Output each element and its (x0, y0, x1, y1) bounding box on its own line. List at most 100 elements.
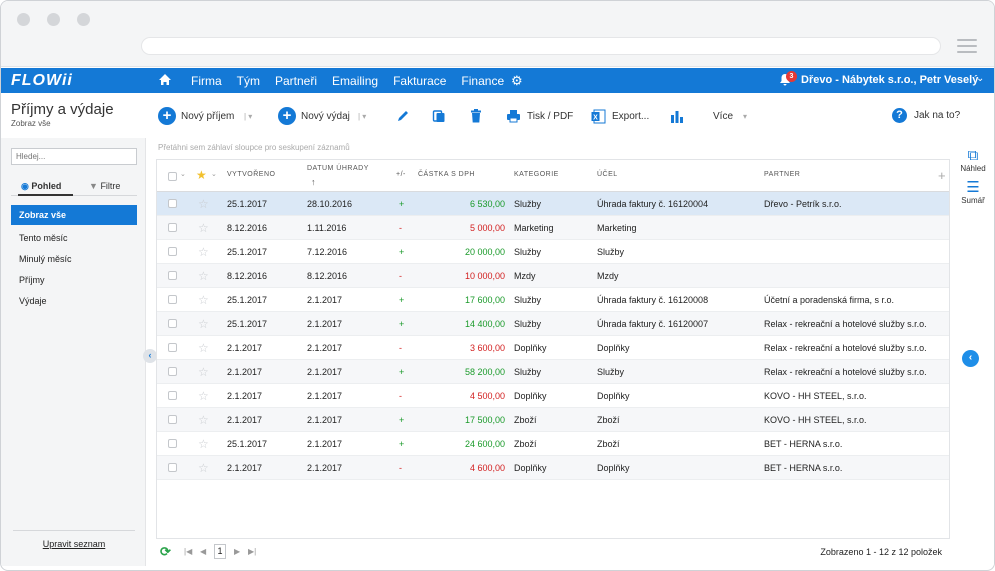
add-column-icon[interactable]: + (938, 168, 947, 183)
row-checkbox[interactable] (168, 343, 177, 352)
sidebar-item-expenses[interactable]: Výdaje (19, 296, 47, 306)
cell-partner: Dřevo - Petrík s.r.o. (764, 199, 842, 209)
star-icon[interactable]: ☆ (198, 221, 209, 235)
star-icon[interactable]: ☆ (198, 197, 209, 211)
current-page-box[interactable]: 1 (214, 544, 226, 559)
table-row[interactable]: ☆ 2.1.2017 2.1.2017 - 3 600,00 Doplňky Doplňky… (157, 336, 949, 360)
row-checkbox[interactable] (168, 439, 177, 448)
row-checkbox[interactable] (168, 223, 177, 232)
tab-filter[interactable]: ▼ Filtre (89, 181, 120, 191)
menu-item-partneri[interactable]: Partneři (275, 74, 318, 88)
sidebar-item-all[interactable]: Zobraz vše (11, 205, 137, 225)
chevron-down-icon[interactable]: ⌄ (211, 171, 218, 178)
row-checkbox[interactable] (168, 319, 177, 328)
home-icon[interactable] (158, 73, 172, 87)
window-maximize-dot[interactable] (77, 13, 90, 26)
sidebar-item-this-month[interactable]: Tento měsíc (19, 233, 68, 243)
expand-panel-icon[interactable]: ‹ (962, 350, 979, 367)
new-expense-button[interactable]: + Nový výdaj (278, 105, 350, 127)
prev-page-icon[interactable]: ◀ (200, 547, 207, 556)
first-page-icon[interactable]: |◀ (184, 547, 193, 556)
column-amount[interactable]: ČÁSTKA S DPH (418, 171, 475, 178)
row-checkbox[interactable] (168, 271, 177, 280)
row-checkbox[interactable] (168, 415, 177, 424)
star-icon[interactable]: ☆ (198, 461, 209, 475)
tab-filter-label: Filtre (100, 181, 121, 191)
row-checkbox[interactable] (168, 391, 177, 400)
sidebar-search-input[interactable] (11, 148, 137, 165)
new-income-dropdown[interactable]: | ▾ (244, 105, 252, 127)
table-row[interactable]: ☆ 25.1.2017 2.1.2017 +17 600,00 Služby Úhrada… (157, 288, 949, 312)
menu-item-fakturace[interactable]: Fakturace (393, 74, 447, 88)
help-link[interactable]: Jak na to? (914, 110, 961, 121)
tab-view[interactable]: ◉ Pohled (21, 181, 61, 192)
chevron-down-icon[interactable]: ⌄ (976, 73, 985, 84)
edit-list-link[interactable]: Upravit seznam (13, 530, 135, 549)
export-button[interactable]: X Export... (591, 105, 649, 127)
table-row[interactable]: ☆ 2.1.2017 2.1.2017 +58 200,00 Služby Služby R… (157, 360, 949, 384)
star-icon[interactable]: ☆ (198, 293, 209, 307)
table-row[interactable]: ☆ 25.1.2017 28.10.2016 +6 530,00 Služby Úhrad… (157, 192, 949, 216)
copy-button[interactable] (432, 105, 446, 127)
menu-item-tym[interactable]: Tým (236, 74, 260, 88)
preview-button[interactable]: ⧉ Náhled (952, 148, 994, 174)
select-all-checkbox[interactable] (168, 172, 177, 181)
column-category[interactable]: KATEGORIE (514, 171, 559, 178)
row-checkbox[interactable] (168, 247, 177, 256)
column-sign[interactable]: +/- (396, 171, 406, 178)
row-checkbox[interactable] (168, 295, 177, 304)
delete-button[interactable] (470, 105, 482, 127)
address-bar[interactable] (141, 37, 941, 55)
star-icon[interactable]: ☆ (198, 413, 209, 427)
new-income-button[interactable]: + Nový příjem (158, 105, 234, 127)
new-expense-dropdown[interactable]: | ▾ (358, 105, 366, 127)
star-icon[interactable]: ☆ (198, 365, 209, 379)
table-row[interactable]: ☆ 2.1.2017 2.1.2017 - 4 500,00 Doplňky Doplňky… (157, 384, 949, 408)
column-due-date[interactable]: DATUM ÚHRADY (307, 165, 369, 172)
browser-menu-icon[interactable] (957, 39, 977, 53)
table-row[interactable]: ☆ 8.12.2016 8.12.2016 - 10 000,00 Mzdy Mzdy (157, 264, 949, 288)
gear-icon[interactable]: ⚙ (511, 73, 523, 88)
table-row[interactable]: ☆ 2.1.2017 2.1.2017 +17 500,00 Zboží Zboží KOV… (157, 408, 949, 432)
star-icon[interactable]: ☆ (198, 389, 209, 403)
table-row[interactable]: ☆ 25.1.2017 2.1.2017 +24 600,00 Zboží Zboží BE… (157, 432, 949, 456)
star-icon[interactable]: ☆ (198, 245, 209, 259)
column-purpose[interactable]: ÚČEL (597, 171, 618, 178)
table-row[interactable]: ☆ 25.1.2017 2.1.2017 +14 400,00 Služby Úhrada… (157, 312, 949, 336)
window-minimize-dot[interactable] (47, 13, 60, 26)
table-row[interactable]: ☆ 2.1.2017 2.1.2017 - 4 600,00 Doplňky Doplňky… (157, 456, 949, 480)
row-checkbox[interactable] (168, 463, 177, 472)
table-row[interactable]: ☆ 25.1.2017 7.12.2016 +20 000,00 Služby Služb… (157, 240, 949, 264)
chart-button[interactable] (670, 105, 684, 127)
refresh-icon[interactable]: ⟳ (160, 544, 171, 559)
chevron-down-icon[interactable]: ⌄ (180, 171, 187, 178)
menu-item-firma[interactable]: Firma (191, 74, 222, 88)
print-pdf-button[interactable]: Tisk / PDF (506, 105, 573, 127)
summary-button[interactable]: ☰ Sumář (952, 180, 994, 206)
collapse-sidebar-icon[interactable]: ‹ (143, 349, 157, 363)
sidebar-item-income[interactable]: Příjmy (19, 275, 45, 285)
cell-category: Doplňky (514, 463, 547, 473)
more-button[interactable]: Více ▾ (713, 105, 747, 127)
edit-button[interactable] (396, 105, 410, 127)
star-icon[interactable]: ☆ (198, 269, 209, 283)
cell-partner: KOVO - HH STEEL, s.r.o. (764, 415, 867, 425)
menu-item-finance[interactable]: Finance (461, 74, 505, 88)
last-page-icon[interactable]: ▶| (248, 547, 257, 556)
column-partner[interactable]: PARTNER (764, 171, 801, 178)
window-close-dot[interactable] (17, 13, 30, 26)
table-row[interactable]: ☆ 8.12.2016 1.11.2016 - 5 000,00 Marketing Mar… (157, 216, 949, 240)
user-company-menu[interactable]: Dřevo - Nábytek s.r.o., Petr Veselý (801, 74, 979, 86)
help-icon[interactable]: ? (892, 108, 907, 123)
row-checkbox[interactable] (168, 199, 177, 208)
column-created[interactable]: VYTVOŘENO (227, 171, 276, 178)
cell-partner: Relax - rekreační a hotelové služby s.r.… (764, 319, 927, 329)
star-icon[interactable]: ☆ (198, 317, 209, 331)
row-checkbox[interactable] (168, 367, 177, 376)
star-icon[interactable]: ☆ (198, 341, 209, 355)
menu-item-emailing[interactable]: Emailing (332, 74, 379, 88)
next-page-icon[interactable]: ▶ (234, 547, 241, 556)
star-icon[interactable]: ★ (196, 168, 207, 182)
star-icon[interactable]: ☆ (198, 437, 209, 451)
sidebar-item-last-month[interactable]: Minulý měsíc (19, 254, 72, 264)
